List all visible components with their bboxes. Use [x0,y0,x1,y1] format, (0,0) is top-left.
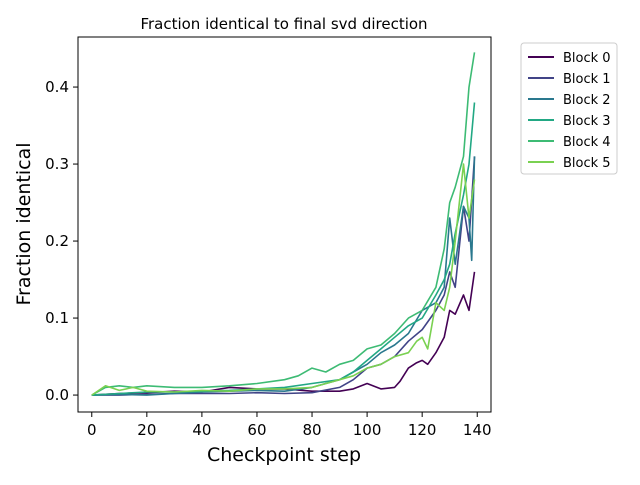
x-tick-label: 20 [137,421,156,439]
x-tick-label: 80 [302,421,321,439]
series-line-block-5 [91,163,476,396]
y-tick-label: 0.4 [45,78,69,96]
legend-label: Block 4 [563,135,611,150]
series-line-block-4 [91,52,476,396]
x-tick-label: 120 [408,421,437,439]
series-line-block-2 [91,156,476,396]
x-axis-ticks: 0 20 40 60 80 100 120 140 [87,412,492,439]
x-tick-label: 40 [192,421,211,439]
y-tick-label: 0.1 [45,309,69,327]
plot-frame [77,36,492,413]
legend-label: Block 5 [563,156,611,171]
y-axis-label: Fraction identical [13,142,35,305]
series-line-block-1 [91,156,476,396]
x-tick-label: 0 [87,421,97,439]
x-axis-label: Checkpoint step [207,444,361,466]
y-axis-ticks: 0.0 0.1 0.2 0.3 0.4 [45,78,78,404]
legend-items: Block 0 Block 1 Block 2 Block 3 Block 4 Block… [528,51,611,171]
series-line-block-3 [91,102,476,396]
x-tick-label: 140 [463,421,492,439]
y-tick-label: 0.2 [45,232,69,250]
legend: Block 0 Block 1 Block 2 Block 3 Block 4 Block… [520,42,618,175]
x-tick-label: 100 [353,421,382,439]
legend-label: Block 1 [563,72,611,87]
y-tick-label: 0.0 [45,386,69,404]
legend-label: Block 0 [563,51,611,66]
y-tick-label: 0.3 [45,155,69,173]
x-tick-label: 60 [247,421,266,439]
legend-label: Block 3 [563,114,611,129]
series-layer [91,52,476,396]
legend-label: Block 2 [563,93,611,108]
chart-title: Fraction identical to final svd directio… [140,15,427,33]
